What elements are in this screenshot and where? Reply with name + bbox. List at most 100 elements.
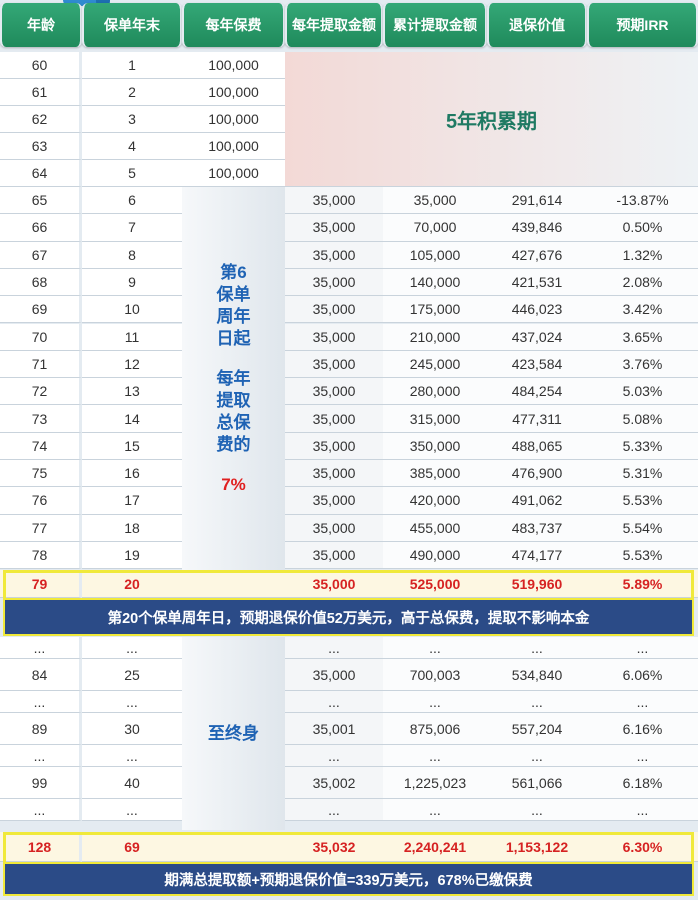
cumulative-cell: 315,000 bbox=[383, 405, 487, 433]
irr-cell: 5.53% bbox=[587, 541, 698, 570]
cumulative-cell: 420,000 bbox=[383, 487, 487, 515]
policy-year-cell: 19 bbox=[82, 541, 182, 570]
lifetime-note: 至终身 bbox=[182, 637, 285, 830]
withdrawal-cell: 35,000 bbox=[285, 241, 383, 269]
cumulative-cell: 875,006 bbox=[383, 713, 487, 745]
surrender-value-cell: 474,177 bbox=[487, 541, 587, 570]
cumulative-cell: 525,000 bbox=[383, 570, 487, 598]
table-row: 66 7 35,000 70,000 439,846 0.50% bbox=[0, 214, 698, 242]
irr-cell: ... bbox=[587, 691, 698, 713]
age-cell: 128 bbox=[0, 832, 82, 862]
table-row: 89 30 35,001 875,006 557,204 6.16% bbox=[0, 713, 698, 745]
note-line: 每年 bbox=[216, 368, 251, 388]
surrender-value-cell: 476,900 bbox=[487, 460, 587, 488]
withdrawal-cell: 35,000 bbox=[285, 514, 383, 542]
surrender-value-cell: 561,066 bbox=[487, 767, 587, 799]
policy-year-cell: 40 bbox=[82, 767, 182, 799]
surrender-value-cell: 488,065 bbox=[487, 432, 587, 460]
surrender-value-cell: 423,584 bbox=[487, 350, 587, 379]
surrender-value-cell: 534,840 bbox=[487, 659, 587, 691]
table-row: 99 40 35,002 1,225,023 561,066 6.18% bbox=[0, 767, 698, 799]
irr-cell: ... bbox=[587, 799, 698, 821]
cumulative-cell: ... bbox=[383, 799, 487, 821]
premium-cell bbox=[182, 570, 285, 598]
irr-cell: 5.31% bbox=[587, 460, 698, 488]
note-line: 保单 bbox=[216, 284, 251, 304]
table-row: 74 15 35,000 350,000 488,065 5.33% bbox=[0, 432, 698, 460]
premium-cell: 100,000 bbox=[182, 52, 285, 79]
cumulative-cell: 35,000 bbox=[383, 187, 487, 215]
surrender-value-cell: ... bbox=[487, 637, 587, 659]
cumulative-cell: 2,240,241 bbox=[383, 832, 487, 862]
policy-year-cell: 6 bbox=[82, 187, 182, 215]
table-row: 69 10 35,000 175,000 446,023 3.42% bbox=[0, 296, 698, 324]
withdrawal-cell: 35,000 bbox=[285, 323, 383, 351]
irr-cell: 5.89% bbox=[587, 570, 698, 598]
table-row-year-20: 79 20 35,000 525,000 519,960 5.89% bbox=[0, 570, 698, 598]
note-line: 总保 bbox=[216, 412, 251, 432]
premium-cell: 100,000 bbox=[182, 160, 285, 187]
table-row: 78 19 35,000 490,000 474,177 5.53% bbox=[0, 541, 698, 570]
table-row: 76 17 35,000 420,000 491,062 5.53% bbox=[0, 487, 698, 515]
policy-year-cell: 3 bbox=[82, 106, 182, 133]
withdrawal-cell: 35,000 bbox=[285, 378, 383, 406]
table-row: 67 8 35,000 105,000 427,676 1.32% bbox=[0, 241, 698, 269]
age-cell: 99 bbox=[0, 767, 82, 799]
age-cell: ... bbox=[0, 637, 82, 659]
surrender-value-cell: 519,960 bbox=[487, 570, 587, 598]
surrender-value-cell: 1,153,122 bbox=[487, 832, 587, 862]
age-cell: 79 bbox=[0, 570, 82, 598]
cumulative-cell: 105,000 bbox=[383, 241, 487, 269]
table-row: 71 12 35,000 245,000 423,584 3.76% bbox=[0, 350, 698, 379]
age-cell: 69 bbox=[0, 296, 82, 324]
withdrawal-note-text: 第6 保单 周年 日起 每年 提取 总保 费的 7% bbox=[217, 262, 251, 496]
policy-year-cell: 10 bbox=[82, 296, 182, 324]
header-age: 年龄 bbox=[0, 3, 82, 47]
withdrawal-cell: 35,000 bbox=[285, 570, 383, 598]
irr-cell: 3.42% bbox=[587, 296, 698, 324]
irr-cell: 2.08% bbox=[587, 268, 698, 297]
ellipsis-row: .................. bbox=[0, 691, 698, 713]
surrender-value-cell: 427,676 bbox=[487, 241, 587, 269]
age-cell: 73 bbox=[0, 405, 82, 433]
banner-year-20: 第20个保单周年日，预期退保价值52万美元，高于总保费，提取不影响本金 bbox=[3, 598, 694, 636]
cumulative-cell: 210,000 bbox=[383, 323, 487, 351]
policy-year-cell: 69 bbox=[82, 832, 182, 862]
cumulative-cell: 140,000 bbox=[383, 268, 487, 297]
premium-cell: 100,000 bbox=[182, 106, 285, 133]
policy-year-cell: 14 bbox=[82, 405, 182, 433]
note-line: 第6 bbox=[220, 262, 247, 282]
age-cell: 76 bbox=[0, 487, 82, 515]
age-cell: 75 bbox=[0, 460, 82, 488]
table-row: 73 14 35,000 315,000 477,311 5.08% bbox=[0, 405, 698, 433]
surrender-value-cell: 421,531 bbox=[487, 268, 587, 297]
policy-year-cell: 15 bbox=[82, 432, 182, 460]
policy-year-cell: 2 bbox=[82, 79, 182, 106]
withdrawal-cell: ... bbox=[285, 637, 383, 659]
policy-year-cell: 5 bbox=[82, 160, 182, 187]
ellipsis-row: .................. bbox=[0, 799, 698, 821]
premium-cell: 100,000 bbox=[182, 79, 285, 106]
age-cell: 84 bbox=[0, 659, 82, 691]
irr-cell: ... bbox=[587, 637, 698, 659]
withdrawal-cell: 35,001 bbox=[285, 713, 383, 745]
withdrawal-cell: 35,000 bbox=[285, 187, 383, 215]
age-cell: ... bbox=[0, 691, 82, 713]
header-cumulative-withdrawal: 累计提取金额 bbox=[383, 3, 487, 47]
age-cell: 65 bbox=[0, 187, 82, 215]
cumulative-cell: 700,003 bbox=[383, 659, 487, 691]
cumulative-cell: 385,000 bbox=[383, 460, 487, 488]
table-row: 75 16 35,000 385,000 476,900 5.31% bbox=[0, 460, 698, 488]
withdrawal-cell: 35,000 bbox=[285, 487, 383, 515]
age-cell: 64 bbox=[0, 160, 82, 187]
policy-year-cell: 1 bbox=[82, 52, 182, 79]
table-row: 68 9 35,000 140,000 421,531 2.08% bbox=[0, 268, 698, 297]
surrender-value-cell: 484,254 bbox=[487, 378, 587, 406]
cumulative-cell: 1,225,023 bbox=[383, 767, 487, 799]
policy-year-cell: 20 bbox=[82, 570, 182, 598]
irr-cell: ... bbox=[587, 745, 698, 767]
irr-cell: 6.16% bbox=[587, 713, 698, 745]
policy-year-cell: 25 bbox=[82, 659, 182, 691]
cumulative-cell: ... bbox=[383, 691, 487, 713]
policy-year-cell: ... bbox=[82, 799, 182, 821]
